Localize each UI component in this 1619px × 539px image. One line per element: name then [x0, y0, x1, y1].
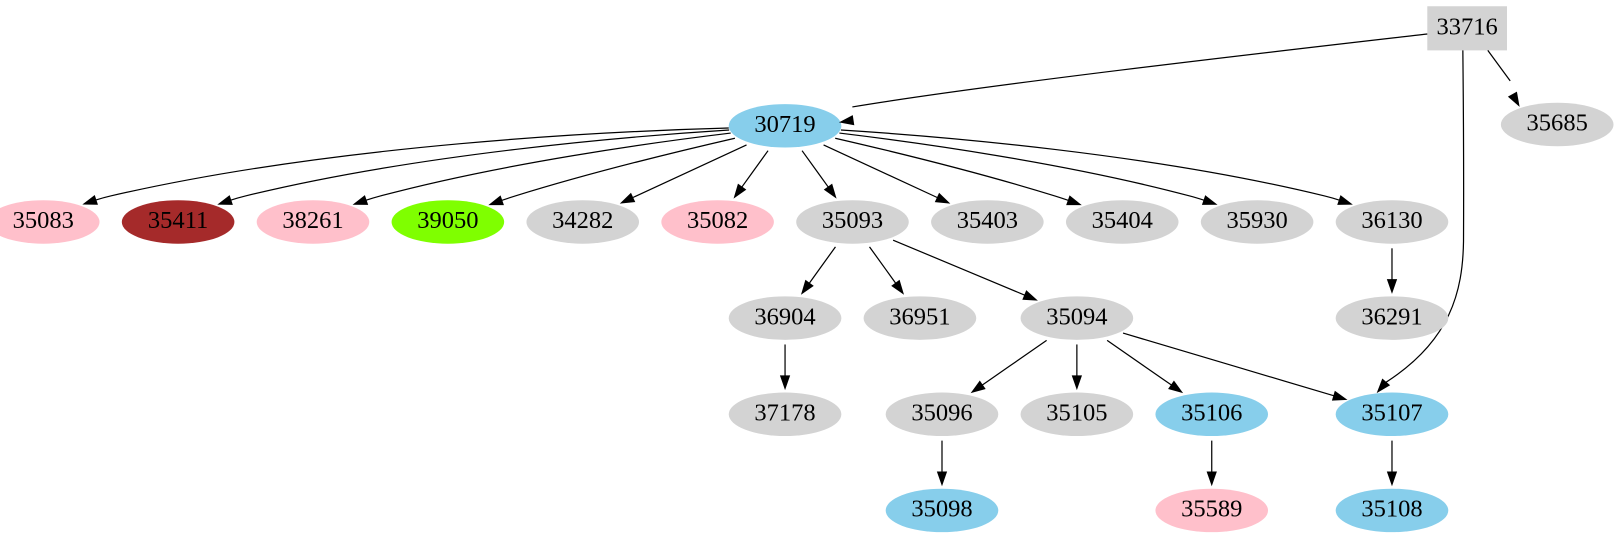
svg-text:35094: 35094	[1046, 303, 1107, 330]
svg-text:35093: 35093	[822, 207, 883, 234]
svg-text:35403: 35403	[957, 207, 1018, 234]
svg-text:37178: 37178	[754, 399, 815, 426]
svg-text:35404: 35404	[1092, 207, 1153, 234]
svg-text:35096: 35096	[911, 399, 972, 426]
svg-text:35685: 35685	[1527, 110, 1588, 137]
svg-text:34282: 34282	[552, 207, 613, 234]
svg-text:36291: 36291	[1361, 303, 1422, 330]
svg-text:35411: 35411	[148, 207, 208, 234]
svg-text:35930: 35930	[1226, 207, 1287, 234]
svg-text:35106: 35106	[1181, 399, 1242, 426]
svg-text:38261: 38261	[282, 207, 343, 234]
svg-text:36904: 36904	[754, 303, 815, 330]
svg-text:35098: 35098	[911, 496, 972, 523]
svg-text:30719: 30719	[754, 111, 815, 138]
svg-text:35107: 35107	[1361, 399, 1422, 426]
svg-text:36130: 36130	[1361, 207, 1422, 234]
svg-text:35105: 35105	[1046, 399, 1107, 426]
svg-text:36951: 36951	[889, 303, 950, 330]
svg-text:35589: 35589	[1181, 496, 1242, 523]
svg-text:39050: 39050	[417, 207, 478, 234]
svg-text:35108: 35108	[1361, 496, 1422, 523]
svg-text:35083: 35083	[13, 207, 74, 234]
svg-text:35082: 35082	[687, 207, 748, 234]
svg-text:33716: 33716	[1437, 13, 1498, 40]
